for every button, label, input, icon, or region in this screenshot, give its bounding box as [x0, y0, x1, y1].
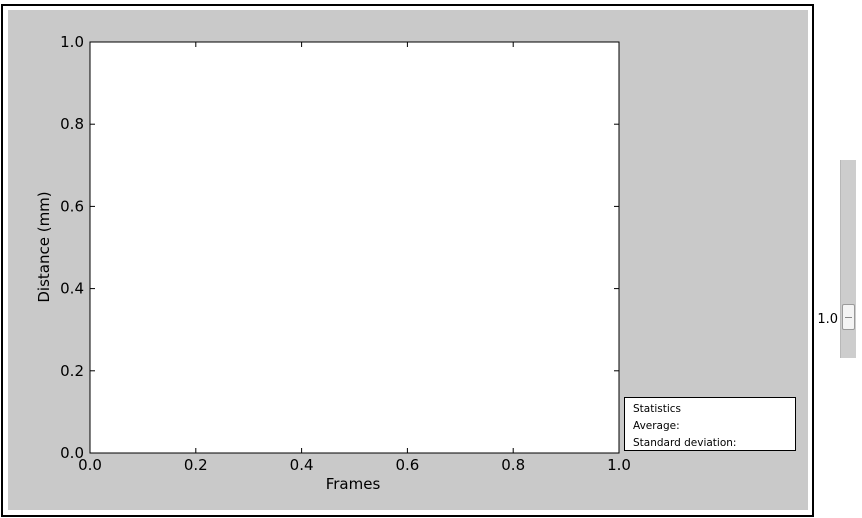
y-tick-label: 1.0 [60, 33, 84, 51]
plot-area [89, 41, 620, 454]
y-tick-label: 0.2 [60, 362, 84, 380]
y-tick-label: 0.6 [60, 197, 84, 215]
x-tick-label: 0.6 [395, 456, 419, 474]
average-label: Average: [633, 420, 680, 432]
vertical-slider-thumb[interactable] [842, 304, 855, 330]
x-tick-label: 0.4 [290, 456, 314, 474]
slider-value-label: 1.0 [817, 312, 838, 327]
x-tick-label: 1.0 [607, 456, 631, 474]
x-tick-label: 0.0 [78, 456, 102, 474]
y-tick-label: 0.4 [60, 280, 84, 298]
statistics-panel: Statistics Average: Standard deviation: [624, 397, 796, 451]
x-tick-label: 0.8 [501, 456, 525, 474]
y-axis-label: Distance (mm) [35, 191, 53, 302]
standard-deviation-label: Standard deviation: [633, 437, 737, 449]
x-axis-ticks: 0.0 0.2 0.4 0.6 0.8 1.0 [78, 42, 631, 474]
y-axis-ticks: 0.0 0.2 0.4 0.6 0.8 1.0 [60, 33, 619, 462]
y-tick-label: 0.8 [60, 115, 84, 133]
x-axis-label: Frames [326, 475, 381, 493]
y-tick-label: 0.0 [60, 444, 84, 462]
statistics-heading: Statistics [633, 403, 681, 415]
x-tick-label: 0.2 [184, 456, 208, 474]
